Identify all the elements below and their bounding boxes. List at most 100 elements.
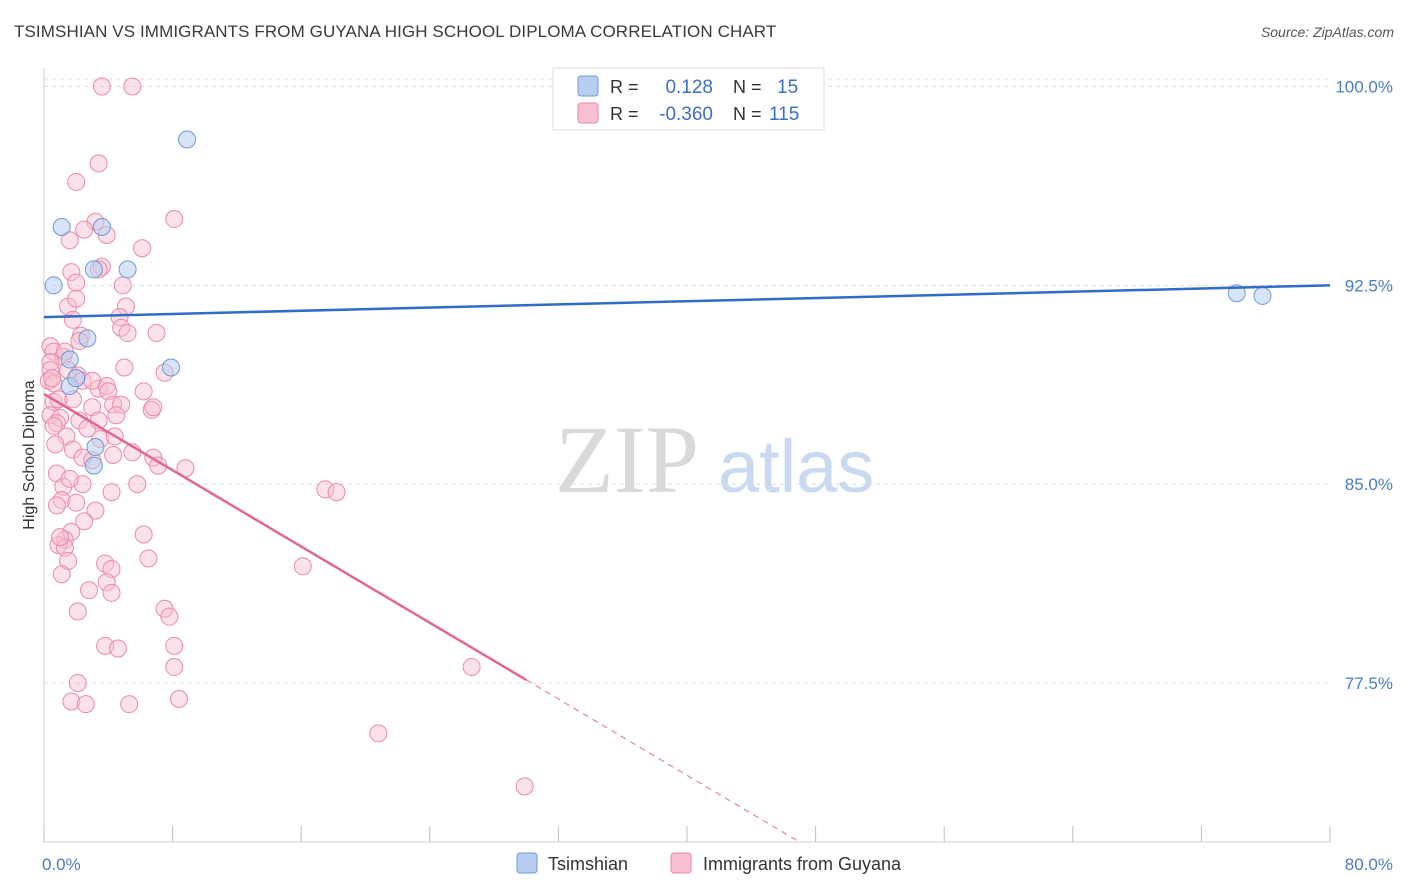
tsimshian-point: [178, 130, 197, 149]
tsimshian-point: [67, 369, 86, 388]
tsimshian-legend-swatch: [577, 75, 599, 97]
guyana-r-value: -0.360: [659, 104, 713, 125]
tsimshian-points: [44, 130, 1272, 475]
guyana-trend-line: [43, 392, 527, 682]
guyana-point: [142, 400, 161, 419]
guyana-point: [67, 289, 86, 308]
tsimshian-n-label: N =: [733, 77, 762, 97]
source-label: Source: ZipAtlas.com: [1260, 24, 1394, 40]
guyana-point: [144, 398, 163, 417]
tsimshian-point: [1253, 286, 1272, 305]
watermark: ZIP atlas: [555, 406, 874, 513]
guyana-point: [59, 552, 78, 571]
guyana-point: [327, 483, 346, 502]
guyana-point: [46, 435, 65, 454]
tsimshian-point: [60, 350, 79, 369]
tsimshian-point: [92, 218, 111, 237]
guyana-point: [108, 639, 127, 658]
guyana-point: [123, 77, 142, 96]
guyana-point: [462, 658, 481, 677]
axes: [43, 68, 1331, 843]
guyana-point: [68, 602, 87, 621]
tsimshian-trend-line: [43, 284, 1331, 319]
guyana-point: [44, 416, 63, 435]
guyana-point: [107, 406, 126, 425]
guyana-point: [134, 525, 153, 544]
guyana-point: [43, 369, 62, 388]
guyana-point: [133, 239, 152, 258]
guyana-point: [60, 231, 79, 250]
series-legend: Tsimshian Immigrants from Guyana: [516, 852, 902, 874]
guyana-point: [52, 565, 71, 584]
guyana-point: [62, 263, 81, 282]
tsimshian-r-value: 0.128: [665, 77, 713, 98]
guyana-point: [62, 692, 81, 711]
guyana-point: [75, 512, 94, 531]
guyana-point: [75, 220, 94, 239]
x-tick-label-min: 0.0%: [42, 855, 81, 874]
guyana-point: [134, 382, 153, 401]
x-tick-labels: 0.0% 80.0%: [42, 855, 1393, 874]
tsimshian-point: [1227, 284, 1246, 303]
watermark-zip: ZIP: [555, 406, 699, 513]
guyana-point: [55, 538, 74, 557]
guyana-point: [67, 273, 86, 292]
guyana-point: [293, 557, 312, 576]
guyana-point: [102, 583, 121, 602]
guyana-point: [112, 395, 131, 414]
guyana-point: [76, 695, 95, 714]
guyana-point: [128, 475, 147, 494]
y-tick-label: 92.5%: [1345, 276, 1393, 295]
legend-swatch-tsimshian: [516, 852, 538, 874]
guyana-point: [68, 673, 87, 692]
chart-title: TSIMSHIAN VS IMMIGRANTS FROM GUYANA HIGH…: [14, 22, 777, 41]
guyana-point: [39, 371, 58, 390]
guyana-point: [97, 573, 116, 592]
guyana-point: [80, 581, 99, 600]
gridlines: [44, 78, 1330, 684]
guyana-point: [89, 154, 108, 173]
guyana-legend-swatch: [577, 102, 599, 124]
guyana-point: [102, 559, 121, 578]
trend-lines: [43, 284, 1331, 843]
guyana-point: [49, 390, 68, 409]
guyana-point: [83, 398, 102, 417]
guyana-point: [67, 172, 86, 191]
guyana-point: [165, 636, 184, 655]
legend-label-tsimshian: Tsimshian: [548, 854, 628, 874]
guyana-point: [118, 324, 137, 343]
guyana-point: [139, 549, 158, 568]
guyana-point: [63, 310, 82, 329]
guyana-point: [170, 689, 189, 708]
guyana-point: [147, 324, 166, 343]
guyana-point: [67, 493, 86, 512]
tsimshian-point: [161, 358, 180, 377]
guyana-trend-line-extension: [525, 679, 800, 843]
tsimshian-r-label: R =: [610, 77, 639, 97]
guyana-point: [102, 483, 121, 502]
guyana-point: [165, 658, 184, 677]
tsimshian-point: [84, 260, 103, 279]
guyana-point: [83, 371, 102, 390]
legend-swatch-guyana: [670, 852, 692, 874]
guyana-point: [120, 695, 139, 714]
guyana-r-label: R =: [610, 104, 639, 124]
guyana-point: [369, 724, 388, 743]
guyana-point: [115, 358, 134, 377]
guyana-point: [316, 480, 335, 499]
tsimshian-n-value: 15: [777, 77, 798, 98]
guyana-point: [47, 414, 66, 433]
tsimshian-point: [78, 329, 97, 348]
tsimshian-point: [84, 456, 103, 475]
tsimshian-point: [86, 438, 105, 457]
tsimshian-point: [44, 276, 63, 295]
y-tick-label: 77.5%: [1345, 674, 1393, 693]
guyana-point: [113, 276, 132, 295]
y-tick-label: 100.0%: [1335, 78, 1393, 97]
guyana-point: [160, 607, 179, 626]
guyana-point: [92, 77, 111, 96]
guyana-point: [515, 777, 534, 796]
guyana-n-label: N =: [733, 104, 762, 124]
guyana-point: [86, 501, 105, 520]
